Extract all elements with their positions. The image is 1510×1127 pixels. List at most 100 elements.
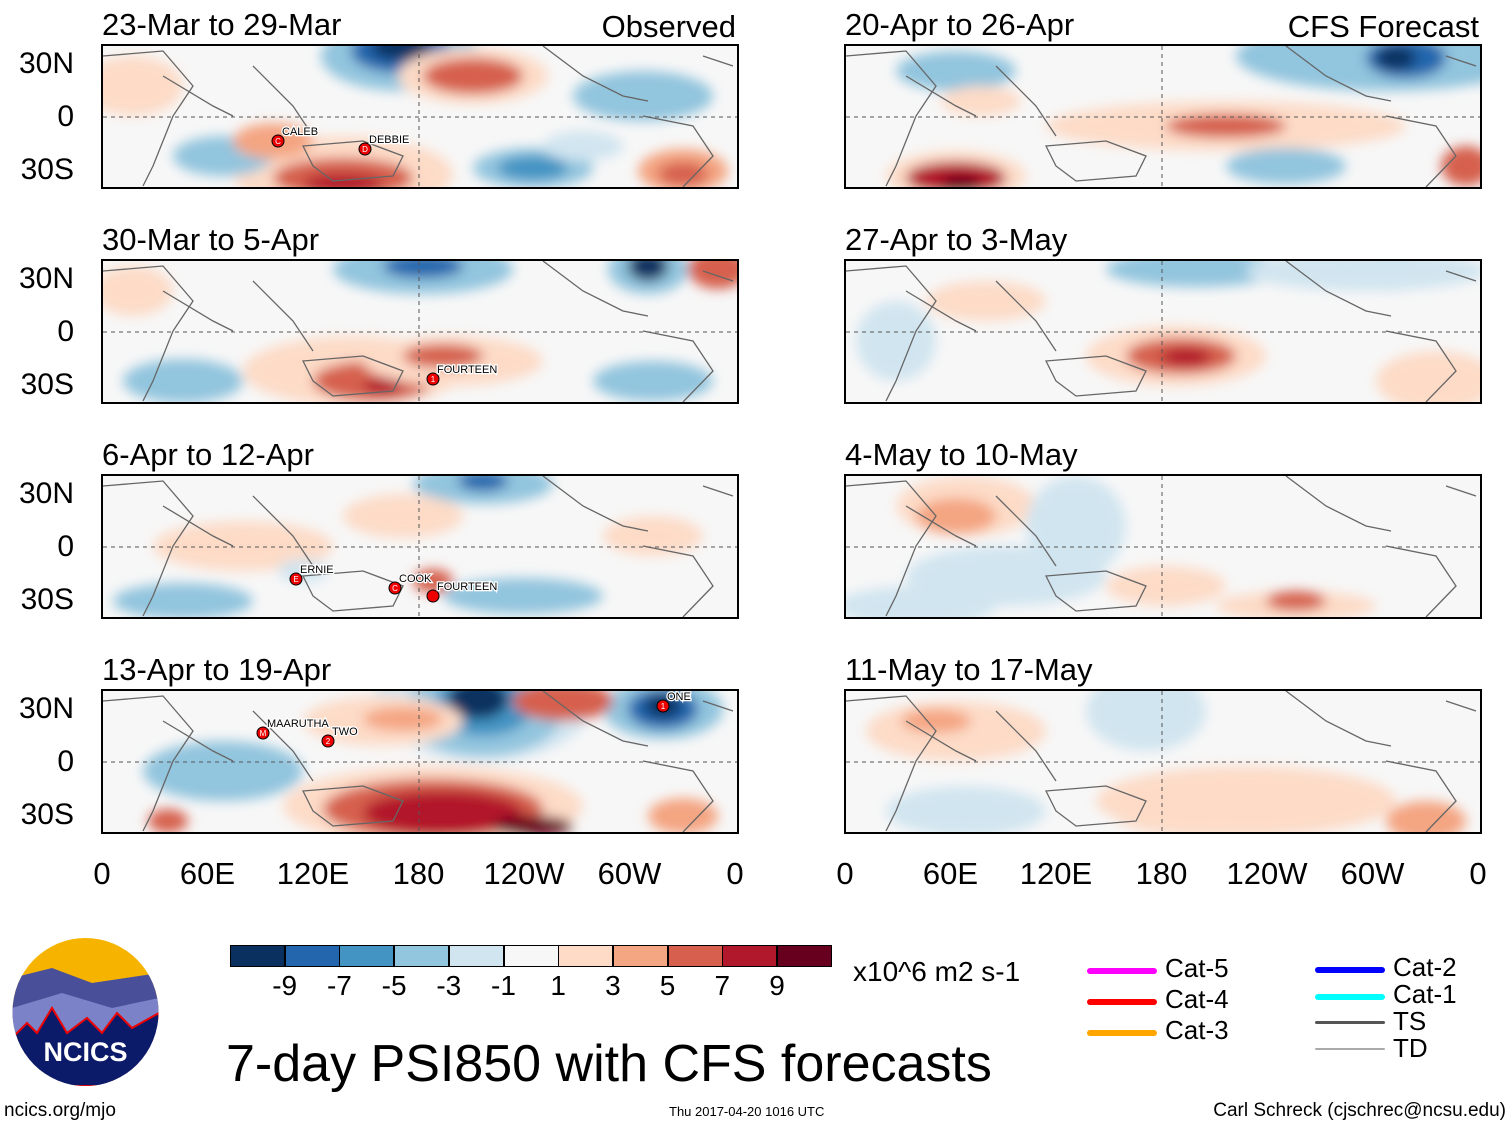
panel-title: 4-May to 10-May [845,437,1078,472]
coastline [252,495,314,567]
coastline [1445,55,1477,67]
anomaly-contour [648,798,718,834]
coastline [301,785,404,827]
anomaly-contour [916,498,996,534]
colorbar-tick: -9 [272,970,298,1001]
coastline [995,65,1057,137]
coastline [1285,475,1392,532]
coastline [102,50,194,187]
map-panel: C CALEB D DEBBIE [83,21,739,212]
colorbar-tick: -7 [326,970,352,1001]
map-panel: E ERNIE C COOK FOURTEEN [101,464,739,619]
coastline [1285,45,1392,102]
coastline [702,55,734,67]
panel-title: 13-Apr to 19-Apr [102,652,332,687]
colorbar-swatch [230,945,285,967]
colorbar-swatch [339,945,395,967]
lat-label: 30S [20,368,74,401]
legend-label: Cat-5 [1165,953,1229,983]
anomaly-contour [153,521,333,571]
storm-name: CALEB [282,126,318,138]
coastline [1044,140,1147,182]
anomaly-contour [343,494,463,538]
coastline [702,485,734,497]
anomaly-contour [513,681,613,721]
storm-marker-letter: 1 [431,375,436,384]
coastline [702,700,734,712]
legend-label: Cat-3 [1165,1015,1229,1045]
lon-label: 60W [1340,856,1405,891]
anomaly-contour [443,578,603,614]
coastline [102,480,194,617]
coastline [642,115,714,188]
anomaly-contour [593,361,713,401]
anomaly-contour [113,583,253,619]
anomaly-contour [493,816,573,836]
anomaly-contour [1376,351,1496,411]
storm-marker-icon [656,699,670,713]
legend-label: Cat-2 [1393,952,1457,982]
storm-marker-icon [358,142,372,156]
colorbar-swatch [394,945,450,967]
coastline [542,45,649,102]
coastline [1445,485,1477,497]
storm-name: MAARUTHA [267,718,329,730]
map-panel [844,21,1510,201]
anomaly-contour [1266,591,1326,611]
coastline [1044,355,1147,397]
coastline [905,505,977,547]
anomaly-contour [658,162,708,186]
anomaly-contour [1441,146,1491,186]
lat-label: 30N [18,692,74,725]
panel-title: 11-May to 17-May [845,652,1093,687]
anomaly-contour [1161,348,1211,366]
anomaly-contour [498,156,568,180]
coastline [845,50,937,187]
lon-label: 0 [726,856,744,891]
map-panel [844,247,1496,411]
lon-label: 120W [1226,856,1308,891]
legend-line-icon [1315,1021,1385,1024]
coastline [845,695,937,832]
anomaly-contour [363,707,443,731]
coastline [642,760,714,833]
colorbar-tick: 1 [550,970,566,1001]
colorbar-swatch [612,945,668,967]
anomaly-contour [123,359,243,403]
legend-label: TS [1393,1006,1427,1036]
legend-line-icon [1315,967,1385,973]
footer-author: Carl Schreck (cjschrec@ncsu.edu) [1213,1100,1506,1121]
coastline [1044,785,1147,827]
storm-name: COOK [399,573,432,585]
lon-label: 0 [1469,856,1487,891]
anomaly-contour [1086,671,1206,751]
storm-marker-icon [271,134,285,148]
storm-name: ONE [667,691,691,703]
coastline [301,140,404,182]
legend-line-icon [1087,968,1157,974]
footer-url[interactable]: ncics.org/mjo [4,1100,116,1121]
storm-name: DEBBIE [369,134,409,146]
anomaly-contour [413,569,453,593]
lon-label: 0 [93,856,111,891]
map-panel [844,671,1482,841]
map-panel: 1 FOURTEEN [93,244,748,406]
coastline [301,355,404,397]
anomaly-contour [93,266,173,316]
legend-label: Cat-1 [1393,979,1457,1009]
storm-marker-icon [289,572,303,586]
colorbar-tick: 3 [605,970,621,1001]
storm-marker-letter: C [392,584,398,593]
coastline [301,570,404,612]
anomaly-contour [941,86,1021,116]
storm-marker-letter: M [260,729,267,738]
colorbar-swatch [777,945,832,967]
colorbar-units: x10^6 m2 s-1 [853,956,1021,987]
colorbar-tick: -3 [436,970,462,1001]
coastline [1385,115,1457,188]
storm-name: FOURTEEN [437,364,497,376]
lon-label: 120E [276,856,350,891]
lat-label: 0 [57,745,74,778]
lat-label: 0 [57,315,74,348]
